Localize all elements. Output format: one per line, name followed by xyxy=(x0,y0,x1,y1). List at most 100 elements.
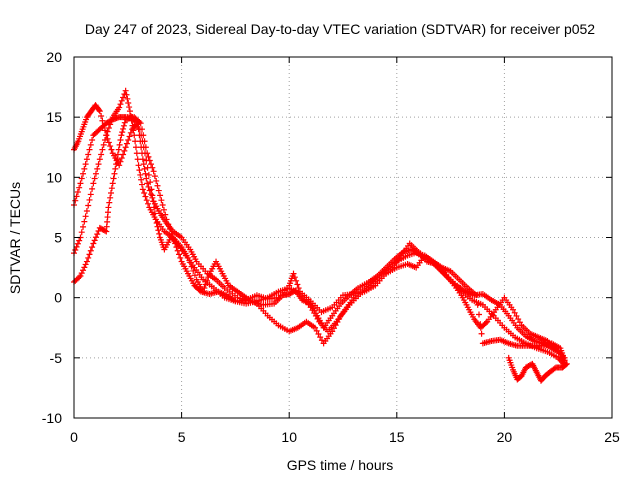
data-point xyxy=(89,244,96,251)
data-point xyxy=(165,221,172,228)
data-point xyxy=(138,132,145,139)
data-point xyxy=(124,95,131,102)
data-point xyxy=(80,267,87,274)
data-point xyxy=(123,91,130,98)
data-point xyxy=(139,138,146,145)
data-point xyxy=(95,106,102,113)
data-point xyxy=(112,165,119,172)
data-point xyxy=(134,121,141,128)
data-point xyxy=(140,161,147,168)
y-tick-label: -5 xyxy=(50,350,63,366)
data-point xyxy=(94,165,101,172)
x-tick-label: 5 xyxy=(178,429,186,445)
data-point xyxy=(77,273,84,280)
data-point xyxy=(91,175,98,182)
data-point xyxy=(138,176,145,183)
grid-lines xyxy=(74,57,612,418)
data-point xyxy=(140,144,147,151)
data-point xyxy=(108,185,115,192)
data-point xyxy=(120,151,127,158)
data-point xyxy=(143,175,150,182)
data-point xyxy=(127,129,134,136)
y-tick-label: -10 xyxy=(42,410,62,426)
data-point xyxy=(145,183,152,190)
data-point xyxy=(73,193,80,200)
data-point xyxy=(151,173,158,180)
data-point xyxy=(110,175,117,182)
data-point xyxy=(516,319,523,326)
data-point xyxy=(82,261,89,268)
data-point xyxy=(96,156,103,163)
data-point xyxy=(561,357,568,364)
data-point xyxy=(313,327,320,334)
data-point xyxy=(74,189,81,196)
data-point xyxy=(103,132,110,139)
y-axis-label: SDTVAR / TECUs xyxy=(7,182,23,294)
data-point xyxy=(173,239,180,246)
data-point xyxy=(155,187,162,194)
data-point xyxy=(154,223,161,230)
data-point xyxy=(133,150,140,157)
data-point xyxy=(153,177,160,184)
data-point xyxy=(94,231,101,238)
data-point xyxy=(315,331,322,338)
data-point xyxy=(474,301,481,308)
data-point xyxy=(147,179,154,186)
data-point xyxy=(101,227,108,234)
data-point xyxy=(126,108,133,115)
data-point xyxy=(141,165,148,172)
data-point xyxy=(160,206,167,213)
data-point xyxy=(563,360,570,367)
data-point xyxy=(85,254,92,261)
x-tick-label: 15 xyxy=(389,429,405,445)
data-point xyxy=(89,185,96,192)
data-point xyxy=(86,196,93,203)
data-point xyxy=(152,216,159,223)
data-point xyxy=(108,189,115,196)
data-point xyxy=(107,194,114,201)
data-point xyxy=(120,94,127,101)
data-point xyxy=(137,171,144,178)
data-point xyxy=(80,170,87,177)
data-point xyxy=(87,247,94,254)
y-tick-label: 0 xyxy=(54,290,62,306)
data-point xyxy=(151,204,158,211)
data-point xyxy=(473,292,480,299)
data-point xyxy=(83,258,90,265)
data-point xyxy=(142,150,149,157)
data-point xyxy=(92,234,99,241)
data-point xyxy=(85,151,92,158)
data-point xyxy=(117,158,124,165)
data-point xyxy=(476,311,483,318)
data-point xyxy=(295,285,302,292)
data-point xyxy=(143,197,150,204)
data-point xyxy=(86,251,93,258)
data-point xyxy=(154,182,161,189)
data-point xyxy=(131,132,138,139)
chart-title: Day 247 of 2023, Sidereal Day-to-day VTE… xyxy=(85,21,595,37)
data-point xyxy=(109,180,116,187)
data-point xyxy=(139,156,146,163)
data-point xyxy=(81,218,88,225)
data-point xyxy=(132,144,139,151)
data-point xyxy=(136,167,143,174)
x-tick-label: 20 xyxy=(497,429,513,445)
data-point xyxy=(114,151,121,158)
data-point xyxy=(86,146,93,153)
data-point xyxy=(100,141,107,148)
data-point xyxy=(123,140,130,147)
data-point xyxy=(90,180,97,187)
data-point xyxy=(515,316,522,323)
data-point xyxy=(157,192,164,199)
series-track-5 xyxy=(505,354,570,384)
data-point xyxy=(151,210,158,217)
data-point xyxy=(121,147,128,154)
data-point xyxy=(510,306,517,313)
data-point xyxy=(89,137,96,144)
data-point xyxy=(148,186,155,193)
data-point xyxy=(149,192,156,199)
x-tick-label: 10 xyxy=(281,429,297,445)
data-point xyxy=(150,198,157,205)
data-point xyxy=(99,117,106,124)
